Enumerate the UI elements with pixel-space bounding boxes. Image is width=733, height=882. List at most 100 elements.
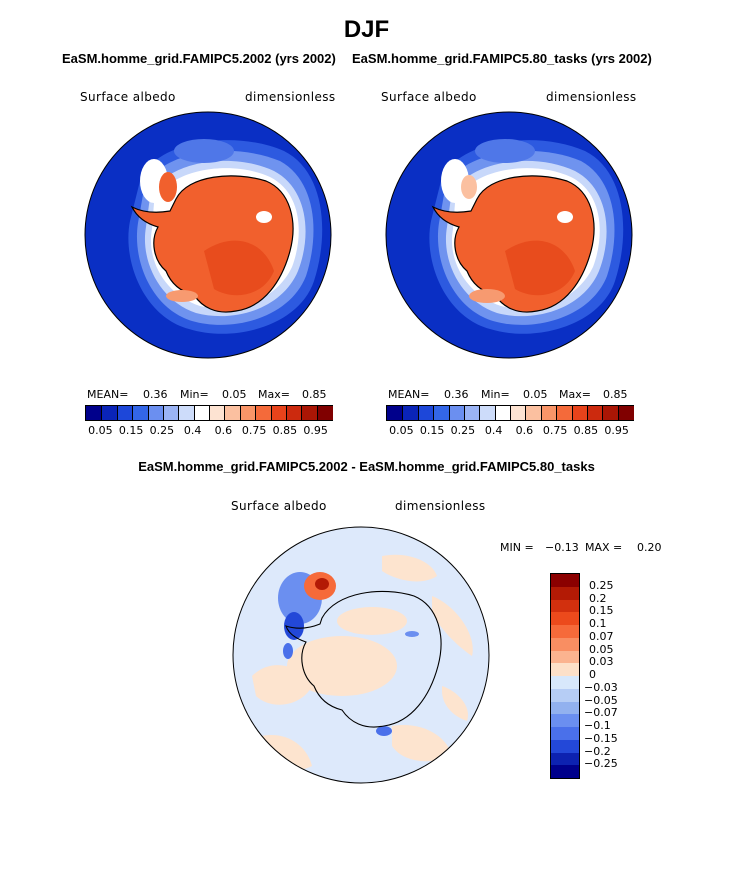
colorbar-tick-label: −0.07 — [584, 706, 618, 720]
colorbar-tick-label: 0.2 — [589, 591, 607, 605]
colorbar-swatch — [551, 688, 579, 702]
right-albedo-map — [385, 111, 633, 359]
left-colorbar — [85, 405, 333, 421]
left-max-label: Max= — [258, 388, 290, 401]
diff-max-value: 0.20 — [637, 541, 662, 554]
colorbar-swatch — [463, 406, 481, 420]
colorbar-tick-label: 0.85 — [272, 424, 298, 437]
colorbar-tick-label: 0.15 — [419, 424, 445, 437]
right-colorbar-ticks: 0.05 0.15 0.25 0.4 0.6 0.75 0.85 0.95 — [386, 424, 636, 438]
right-max-label: Max= — [559, 388, 591, 401]
colorbar-swatch — [586, 406, 604, 420]
colorbar-swatch — [551, 586, 579, 600]
colorbar-tick-label: 0.03 — [589, 655, 614, 669]
diff-max-label: MAX = — [585, 541, 623, 554]
colorbar-tick-label: 0.05 — [389, 424, 414, 437]
right-colorbar — [386, 405, 634, 421]
diff-units-label: dimensionless — [395, 499, 486, 513]
colorbar-swatch — [433, 406, 450, 420]
colorbar-tick-label: 0 — [589, 668, 596, 681]
right-mean-value: 0.36 — [444, 388, 469, 401]
left-panel-title: EaSM.homme_grid.FAMIPC5.2002 (yrs 2002) — [62, 51, 336, 66]
diff-variable-label: Surface albedo — [231, 499, 327, 513]
colorbar-tick-label: −0.05 — [584, 693, 618, 707]
colorbar-tick-label: −0.2 — [584, 744, 611, 758]
colorbar-tick-label: −0.25 — [584, 757, 618, 771]
colorbar-tick-label: 0.4 — [183, 424, 202, 437]
colorbar-tick-label: 0.05 — [88, 424, 113, 437]
colorbar-swatch — [602, 406, 619, 420]
right-min-value: 0.05 — [523, 388, 548, 401]
right-units-label: dimensionless — [546, 90, 637, 104]
colorbar-tick-label: 0.75 — [542, 424, 568, 437]
colorbar-tick-label: 0.25 — [450, 424, 476, 437]
colorbar-swatch — [551, 701, 579, 715]
right-min-label: Min= — [481, 388, 510, 401]
colorbar-swatch — [551, 637, 579, 651]
colorbar-swatch — [551, 599, 579, 613]
colorbar-swatch — [285, 406, 303, 420]
colorbar-swatch — [556, 406, 573, 420]
colorbar-swatch — [551, 676, 579, 689]
colorbar-tick-label: 0.95 — [604, 424, 629, 437]
left-variable-label: Surface albedo — [80, 90, 176, 104]
left-colorbar-ticks: 0.05 0.15 0.25 0.4 0.6 0.75 0.85 0.95 — [85, 424, 335, 438]
main-title: DJF — [343, 16, 390, 43]
right-panel-title: EaSM.homme_grid.FAMIPC5.80_tasks (yrs 20… — [352, 51, 652, 66]
colorbar-swatch — [494, 406, 511, 420]
colorbar-tick-label: 0.75 — [241, 424, 267, 437]
colorbar-swatch — [86, 406, 102, 420]
colorbar-swatch — [617, 406, 634, 420]
colorbar-swatch — [316, 406, 333, 420]
left-albedo-map — [84, 111, 332, 359]
colorbar-tick-label: 0.25 — [149, 424, 175, 437]
colorbar-swatch — [510, 406, 527, 420]
colorbar-swatch — [448, 406, 465, 420]
colorbar-swatch — [551, 765, 579, 778]
colorbar-swatch — [525, 406, 542, 420]
colorbar-tick-label: −0.15 — [584, 731, 618, 745]
colorbar-tick-label: 0.1 — [589, 617, 607, 630]
difference-title: EaSM.homme_grid.FAMIPC5.2002 - EaSM.homm… — [138, 459, 595, 474]
colorbar-tick-label: 0.4 — [484, 424, 503, 437]
difference-map — [232, 526, 490, 784]
colorbar-tick-label: −0.03 — [584, 680, 618, 694]
colorbar-tick-label: 0.6 — [515, 424, 534, 437]
right-max-value: 0.85 — [603, 388, 628, 401]
colorbar-tick-label: 0.15 — [589, 604, 614, 618]
difference-colorbar — [550, 573, 580, 779]
left-min-value: 0.05 — [222, 388, 247, 401]
colorbar-swatch — [417, 406, 435, 420]
colorbar-swatch — [224, 406, 241, 420]
colorbar-swatch — [479, 406, 496, 420]
left-mean-label: MEAN= — [87, 388, 129, 401]
colorbar-swatch — [551, 612, 579, 625]
colorbar-tick-label: 0.15 — [118, 424, 144, 437]
colorbar-swatch — [193, 406, 210, 420]
colorbar-swatch — [551, 663, 579, 676]
colorbar-tick-label: 0.6 — [214, 424, 233, 437]
colorbar-swatch — [402, 406, 419, 420]
colorbar-swatch — [551, 739, 579, 753]
colorbar-swatch — [551, 727, 579, 740]
left-mean-value: 0.36 — [143, 388, 168, 401]
colorbar-swatch — [571, 406, 588, 420]
colorbar-swatch — [270, 406, 287, 420]
colorbar-tick-label: 0.25 — [589, 578, 614, 592]
colorbar-tick-label: 0.85 — [573, 424, 599, 437]
colorbar-tick-label: 0.07 — [589, 629, 614, 643]
colorbar-tick-label: 0.95 — [303, 424, 328, 437]
difference-colorbar-ticks: 0.25 0.2 0.15 0.1 0.07 0.05 0.03 0 −0.03 −0.05 −0.… — [584, 573, 654, 777]
colorbar-swatch — [551, 714, 579, 727]
colorbar-swatch — [178, 406, 195, 420]
colorbar-swatch — [551, 574, 579, 587]
right-mean-label: MEAN= — [388, 388, 430, 401]
colorbar-swatch — [551, 625, 579, 638]
colorbar-swatch — [209, 406, 226, 420]
diff-min-label: MIN = — [500, 541, 534, 554]
colorbar-tick-label: −0.1 — [584, 719, 611, 732]
colorbar-swatch — [387, 406, 403, 420]
diff-min-value: −0.13 — [545, 541, 579, 554]
right-variable-label: Surface albedo — [381, 90, 477, 104]
colorbar-tick-label: 0.05 — [589, 642, 614, 656]
